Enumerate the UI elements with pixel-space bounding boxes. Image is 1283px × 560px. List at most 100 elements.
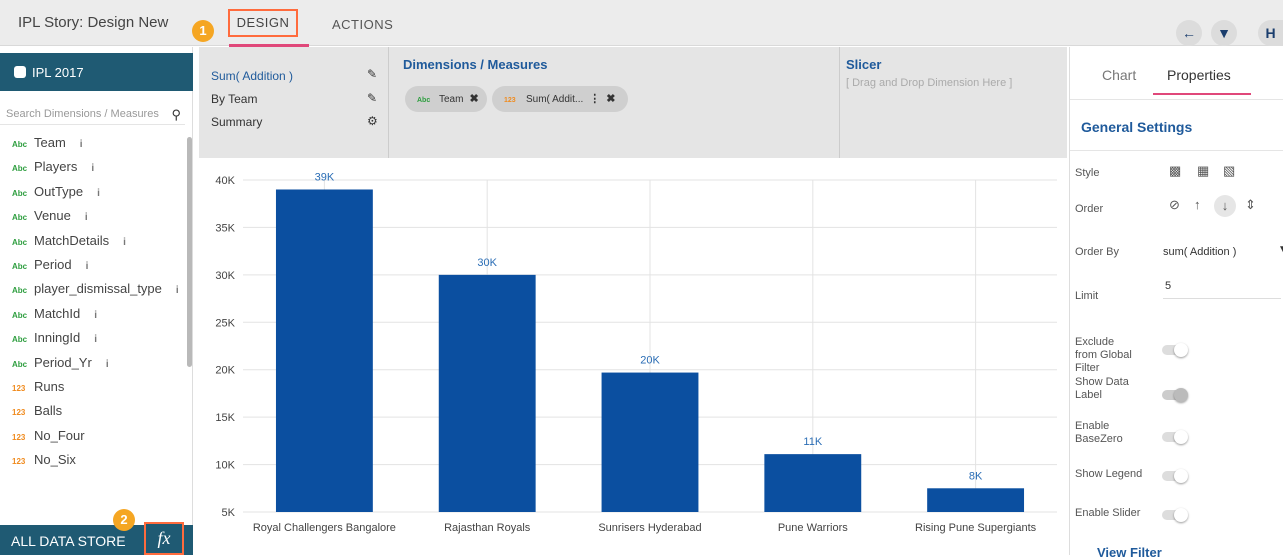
gear-icon[interactable]: ⚙ — [367, 114, 378, 128]
bar[interactable] — [275, 189, 373, 512]
field-type: Abc — [12, 164, 28, 174]
filter-icon[interactable]: ▼ — [1211, 20, 1237, 46]
slicer-box[interactable]: Slicer [ Drag and Drop Dimension Here ] — [839, 47, 1067, 158]
sort-desc-icon[interactable]: ↓ — [1214, 195, 1236, 217]
fx-formula-button[interactable]: fx — [144, 522, 184, 555]
field-item[interactable]: Abc Players i — [0, 155, 185, 179]
info-icon[interactable]: i — [79, 139, 83, 150]
enable-basezero-toggle[interactable] — [1162, 430, 1188, 444]
data-label: 20K — [640, 355, 660, 367]
data-label: 11K — [803, 436, 822, 448]
datastore-header[interactable]: IPL 2017 — [0, 53, 193, 91]
tab-actions[interactable]: ACTIONS — [332, 17, 394, 32]
exclude-global-filter-toggle[interactable] — [1162, 343, 1188, 357]
field-name: MatchDetails — [34, 232, 110, 248]
field-name: No_Six — [34, 452, 76, 468]
show-legend-label: Show Legend — [1075, 468, 1143, 480]
slicer-hint: [ Drag and Drop Dimension Here ] — [846, 77, 1013, 89]
field-type: Abc — [12, 261, 28, 271]
sort-toggle-icon[interactable]: ⇕ — [1245, 197, 1256, 212]
grouped-style-icon[interactable]: ▧ — [1223, 163, 1236, 178]
stacked-style-icon[interactable]: ▦ — [1197, 163, 1210, 178]
field-name: Period — [34, 256, 72, 272]
y-tick-label: 15K — [215, 412, 235, 424]
by-team-label[interactable]: By Team — [211, 92, 258, 106]
dimensions-measures-title: Dimensions / Measures — [403, 57, 548, 72]
enable-basezero-label: Enable BaseZero — [1075, 420, 1123, 445]
limit-input[interactable]: 5 — [1165, 280, 1172, 292]
measure-label[interactable]: Sum( Addition ) — [211, 69, 294, 83]
field-item[interactable]: Abc MatchDetails i — [0, 229, 185, 253]
info-icon[interactable]: i — [123, 236, 126, 248]
chevron-down-icon[interactable]: ▼ — [1278, 244, 1283, 255]
field-item[interactable]: 123 Balls — [0, 399, 185, 423]
bar-chart: 5K 10K 15K 20K 25K 30K 35K 40K 39K Royal Challeng… — [215, 171, 1057, 534]
close-icon[interactable]: ✖ — [606, 93, 616, 105]
field-item[interactable]: 123 No_Six — [0, 448, 185, 472]
y-tick-label: 30K — [215, 270, 235, 282]
arrow-left-icon[interactable]: ← — [1176, 20, 1202, 46]
step-badge-1: 1 — [192, 20, 214, 42]
field-item[interactable]: 123 No_Four — [0, 424, 185, 448]
info-icon[interactable]: i — [85, 260, 89, 272]
data-label: 39K — [315, 171, 335, 183]
config-panel: Sum( Addition ) ✎ By Team ✎ Summary ⚙ Di… — [199, 47, 1067, 158]
sidebar-scrollbar[interactable] — [187, 137, 192, 367]
more-icon[interactable]: ⋮ — [589, 93, 601, 105]
bar[interactable] — [438, 274, 536, 512]
info-icon[interactable]: i — [91, 163, 95, 175]
search-input[interactable]: Search Dimensions / Measures ⚲ — [0, 103, 185, 125]
tab-chart[interactable]: Chart — [1102, 67, 1137, 83]
close-icon[interactable]: ✖ — [469, 93, 479, 105]
top-bar: IPL Story: Design New 1 DESIGN ACTIONS ←… — [0, 0, 1283, 47]
info-icon[interactable]: i — [97, 187, 100, 199]
field-item[interactable]: Abc OutType i — [0, 180, 185, 204]
datastore-name: IPL 2017 — [32, 65, 84, 80]
slicer-title: Slicer — [846, 57, 882, 72]
enable-slider-toggle[interactable] — [1162, 508, 1188, 522]
field-item[interactable]: 123 Runs — [0, 375, 185, 399]
field-item[interactable]: Abc InningId i — [0, 326, 185, 350]
x-tick-label: Royal Challengers Bangalore — [253, 522, 396, 534]
field-item[interactable]: Abc Venue i — [0, 204, 185, 228]
order-by-select[interactable]: sum( Addition ) — [1163, 246, 1237, 258]
search-icon[interactable]: ⚲ — [171, 107, 181, 122]
info-icon[interactable]: i — [175, 285, 179, 297]
view-filter-link[interactable]: View Filter — [1097, 545, 1162, 560]
bar[interactable] — [927, 488, 1025, 512]
field-item[interactable]: Abc player_dismissal_type i — [0, 277, 185, 301]
info-icon[interactable]: i — [84, 212, 88, 224]
info-icon[interactable]: i — [105, 358, 109, 370]
show-data-label-toggle[interactable] — [1162, 388, 1188, 402]
pencil-icon[interactable]: ✎ — [367, 91, 378, 105]
tabs-divider — [1070, 99, 1283, 100]
toggle-knob — [1174, 469, 1188, 483]
no-order-icon[interactable]: ⊘ — [1169, 197, 1180, 212]
field-name: Period_Yr — [34, 354, 92, 370]
info-icon[interactable]: i — [94, 309, 98, 321]
tab-design[interactable]: DESIGN — [228, 9, 298, 37]
save-icon[interactable]: H — [1258, 20, 1283, 46]
chip-type: 123 — [504, 97, 516, 104]
field-item[interactable]: Abc MatchId i — [0, 302, 185, 326]
chart-area: 5K 10K 15K 20K 25K 30K 35K 40K 39K Royal Challeng… — [199, 160, 1067, 555]
field-type: Abc — [12, 237, 28, 247]
field-item[interactable]: Abc Period_Yr i — [0, 351, 185, 375]
field-name: InningId — [34, 330, 81, 346]
bar[interactable] — [764, 454, 862, 512]
chip-sum-addition[interactable]: 123 Sum( Addit... ⋮ ✖ — [492, 86, 628, 112]
show-legend-toggle[interactable] — [1162, 469, 1188, 483]
bar[interactable] — [601, 372, 699, 512]
x-tick-label: Pune Warriors — [778, 522, 848, 534]
tab-properties[interactable]: Properties — [1167, 67, 1231, 83]
pencil-icon[interactable]: ✎ — [367, 67, 378, 81]
field-type: 123 — [12, 408, 26, 418]
summary-label[interactable]: Summary — [211, 115, 263, 129]
info-icon[interactable]: i — [94, 334, 98, 346]
chip-team[interactable]: Abc Team ✖ — [405, 86, 487, 112]
chip-label: Team — [439, 94, 464, 105]
field-item[interactable]: Abc Period i — [0, 253, 185, 277]
sort-asc-icon[interactable]: ↑ — [1194, 197, 1201, 212]
field-item[interactable]: Abc Team i — [0, 131, 185, 155]
bar-style-icon[interactable]: ▩ — [1169, 163, 1182, 178]
